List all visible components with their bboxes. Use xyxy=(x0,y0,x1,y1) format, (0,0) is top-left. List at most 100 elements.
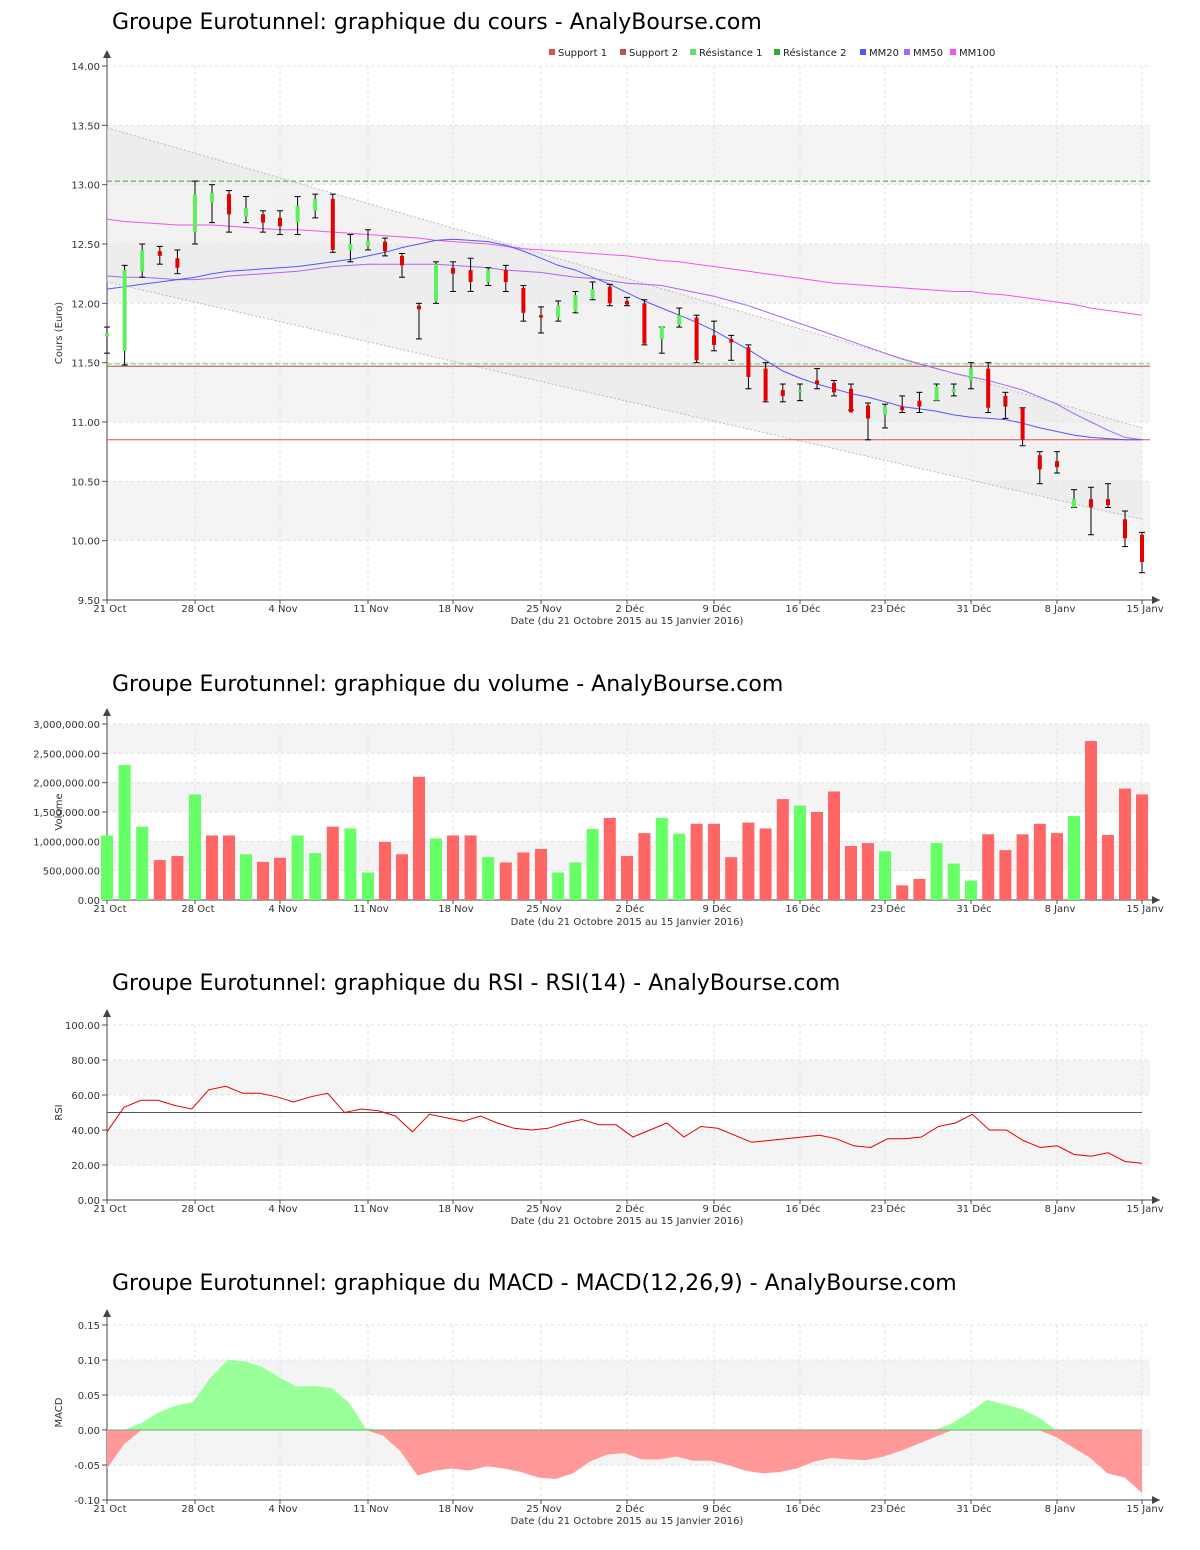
candle xyxy=(831,379,837,397)
x-tick-label: 18 Nov xyxy=(438,604,474,615)
candle-body xyxy=(986,368,991,408)
x-tick-label: 28 Oct xyxy=(181,904,214,915)
x-tick-label: 25 Nov xyxy=(526,1204,562,1215)
y-tick-label: 10.00 xyxy=(71,537,100,548)
y-tick-label: 11.00 xyxy=(71,418,100,429)
y-tick-label: 80.00 xyxy=(71,1056,100,1067)
candle-body xyxy=(1140,534,1144,563)
price-chart: 14.00 13.50 13.00 12.50 12.00 11.50 11.00 10.50… xyxy=(54,47,1164,627)
candle-body xyxy=(798,389,802,393)
x-tick-label: 23 Déc xyxy=(870,603,905,615)
volume-bar xyxy=(930,843,943,900)
candle-body xyxy=(883,406,887,415)
x-tick-label: 4 Nov xyxy=(268,904,297,915)
volume-bar xyxy=(947,863,960,900)
candle-body xyxy=(780,389,785,396)
candle-body xyxy=(729,338,734,343)
candle-body xyxy=(539,315,543,318)
x-axis-title: Date (du 21 Octobre 2015 au 15 Janvier 2… xyxy=(511,1516,744,1527)
y-tick-label: 0.10 xyxy=(78,1356,100,1367)
candle xyxy=(156,245,163,265)
legend-swatch xyxy=(950,49,956,55)
volume-bar xyxy=(326,826,339,900)
x-tick-label: 11 Nov xyxy=(353,604,389,615)
volume-chart-title: Groupe Eurotunnel: graphique du volume -… xyxy=(112,672,784,697)
y-axis-arrow xyxy=(103,1309,111,1317)
candle-body xyxy=(763,368,768,401)
y-tick-label: 2,000,000.00 xyxy=(33,779,100,790)
y-tick-label: 0.00 xyxy=(78,1196,100,1207)
x-tick-label: 16 Déc xyxy=(785,1503,820,1515)
candle-body xyxy=(417,305,421,310)
volume-bar xyxy=(621,856,633,900)
candle-body xyxy=(1020,407,1025,440)
candle-body xyxy=(642,303,647,344)
x-tick-label: 28 Oct xyxy=(181,604,214,615)
candle-body xyxy=(140,249,145,272)
x-tick-label: 16 Déc xyxy=(785,603,820,615)
candle xyxy=(329,193,336,253)
y-tick-label: 0.00 xyxy=(78,896,100,907)
x-axis-arrow xyxy=(1152,896,1160,904)
candle-body xyxy=(573,295,578,312)
candle xyxy=(589,281,596,301)
x-tick-label: 31 Déc xyxy=(956,603,991,615)
y-tick-label: 3,000,000.00 xyxy=(33,720,100,731)
x-tick-label: 9 Déc xyxy=(703,1503,732,1515)
x-tick-label: 2 Déc xyxy=(616,1203,645,1215)
candle xyxy=(814,368,820,390)
candle xyxy=(174,249,181,275)
volume-bar xyxy=(464,835,477,900)
x-tick-label: 21 Oct xyxy=(93,1504,126,1515)
volume-bar xyxy=(1016,834,1029,900)
y-tick-label: 500,000.00 xyxy=(43,867,100,878)
candle-body xyxy=(122,270,127,351)
candle-body xyxy=(746,347,751,377)
candle xyxy=(1139,531,1145,574)
candle-body xyxy=(832,382,836,393)
x-tick-label: 31 Déc xyxy=(956,1203,991,1215)
volume-bar xyxy=(379,841,391,900)
y-axis-title: Volume xyxy=(54,793,65,830)
candle xyxy=(1105,483,1111,508)
candle-body xyxy=(969,368,973,381)
candle xyxy=(294,196,301,236)
x-tick-label: 23 Déc xyxy=(870,903,905,915)
candle xyxy=(624,296,630,307)
legend-swatch xyxy=(690,49,696,55)
y-axis-arrow xyxy=(103,1009,111,1017)
candle xyxy=(520,285,527,322)
volume-bar xyxy=(1033,823,1046,900)
candle-body xyxy=(227,194,231,215)
macd-chart-title: Groupe Eurotunnel: graphique du MACD - M… xyxy=(112,1271,957,1296)
legend-label: Résistance 1 xyxy=(699,47,762,59)
volume-bar xyxy=(794,805,806,900)
candle-body xyxy=(348,244,353,250)
candle xyxy=(641,299,648,346)
candle xyxy=(226,190,232,233)
x-axis-arrow xyxy=(1152,1196,1160,1204)
volume-bar xyxy=(742,822,755,900)
candle-body xyxy=(468,270,473,282)
y-axis-arrow xyxy=(103,708,111,716)
candle xyxy=(209,184,215,224)
y-tick-label: -0.10 xyxy=(74,1496,100,1507)
candle-body xyxy=(1003,395,1008,407)
candle xyxy=(502,264,509,292)
candle-body xyxy=(278,217,282,227)
y-tick-label: 12.50 xyxy=(71,240,100,251)
y-tick-label: 1,000,000.00 xyxy=(33,837,100,848)
candle-body xyxy=(625,300,629,305)
candle-body xyxy=(486,270,491,282)
candle-body xyxy=(677,315,682,325)
y-tick-label: 40.00 xyxy=(71,1126,100,1137)
volume-bar xyxy=(206,835,218,900)
x-tick-label: 4 Nov xyxy=(268,1504,297,1515)
volume-bar xyxy=(101,835,113,900)
candle-body xyxy=(1106,499,1110,506)
candle-body xyxy=(607,286,612,304)
candle xyxy=(260,210,266,233)
candle-body xyxy=(175,258,180,268)
candle-body xyxy=(951,388,956,393)
candle xyxy=(762,362,769,403)
